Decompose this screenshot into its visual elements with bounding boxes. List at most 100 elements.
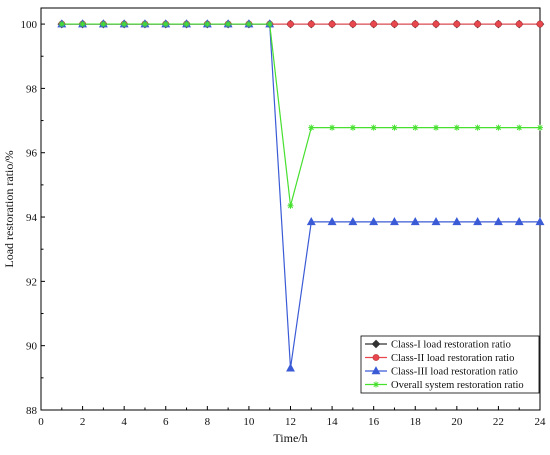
legend: Class-I load restoration ratio Class-II l… <box>360 335 540 394</box>
y-axis-title: Load restoration ratio/% <box>2 150 16 267</box>
data-point <box>410 217 420 226</box>
data-point <box>514 217 524 226</box>
y-axis: 88 90 92 94 96 98 100 <box>21 19 45 417</box>
star-stroke <box>246 21 252 27</box>
x-tick-label: 4 <box>121 416 127 428</box>
x-tick-label: 6 <box>163 416 169 428</box>
data-point <box>391 20 398 28</box>
data-point <box>307 20 315 28</box>
data-point <box>493 217 503 226</box>
data-point <box>474 20 482 28</box>
legend-swatch-marker <box>371 366 381 375</box>
star-stroke <box>80 21 86 27</box>
star-stroke <box>100 21 106 27</box>
y-tick-label: 92 <box>26 276 37 288</box>
x-tick-label: 8 <box>205 416 211 428</box>
y-tick-label: 94 <box>26 212 38 224</box>
data-point <box>327 217 337 226</box>
series-line <box>61 23 540 206</box>
data-point <box>390 217 399 226</box>
data-point <box>537 124 543 131</box>
data-point <box>473 217 483 226</box>
star-stroke <box>391 125 398 131</box>
data-point <box>204 21 211 28</box>
legend-label: Class-II load restoration ratio <box>391 353 514 364</box>
y-tick-label: 98 <box>26 83 38 95</box>
star-stroke <box>308 125 314 131</box>
legend-box <box>360 335 540 394</box>
legend-item: Overall system restoration ratio <box>365 380 524 391</box>
legend-swatch-marker <box>371 339 381 349</box>
series-line <box>61 23 540 369</box>
x-tick-label: 12 <box>285 416 296 428</box>
data-point <box>79 21 86 28</box>
data-point <box>58 21 65 28</box>
x-tick-label: 24 <box>535 416 547 428</box>
data-point <box>349 20 357 28</box>
data-point <box>141 21 148 28</box>
data-point <box>535 217 545 226</box>
star-stroke <box>225 21 231 27</box>
x-tick-label: 20 <box>451 416 463 428</box>
data-point <box>474 124 481 131</box>
data-point <box>391 124 398 131</box>
legend-swatch-marker <box>372 354 380 361</box>
data-point <box>453 124 460 131</box>
data-point <box>100 21 107 28</box>
data-point <box>162 21 169 28</box>
data-point <box>287 202 294 209</box>
star-stroke <box>59 21 65 27</box>
data-point <box>431 217 441 226</box>
data-point <box>328 20 336 28</box>
data-point <box>452 217 462 226</box>
y-tick-label: 90 <box>26 341 38 353</box>
star-stroke <box>433 125 439 131</box>
y-tick-label: 100 <box>21 19 38 31</box>
x-tick-label: 0 <box>38 416 44 428</box>
star-stroke <box>267 21 273 27</box>
data-point <box>369 217 379 226</box>
data-point <box>183 21 190 28</box>
data-point <box>306 217 316 226</box>
data-point <box>453 20 461 28</box>
data-point <box>225 21 232 28</box>
star-stroke <box>454 125 460 131</box>
star-stroke <box>475 125 481 131</box>
x-tick-label: 16 <box>368 416 380 428</box>
x-tick-label: 10 <box>243 416 255 428</box>
y-tick-label: 88 <box>26 405 38 417</box>
x-tick-label: 18 <box>410 416 422 428</box>
data-point <box>266 21 273 28</box>
star-stroke <box>495 125 501 131</box>
data-point <box>245 21 252 28</box>
data-point <box>411 20 419 28</box>
legend-label: Overall system restoration ratio <box>391 380 524 391</box>
star-stroke <box>373 381 379 388</box>
data-point <box>516 124 523 131</box>
star-stroke <box>412 125 418 131</box>
data-point <box>348 217 358 226</box>
data-point <box>495 124 502 131</box>
data-point <box>370 20 378 28</box>
legend-label: Class-III load restoration ratio <box>391 367 518 378</box>
legend-item: Class-I load restoration ratio <box>365 340 511 351</box>
x-tick-label: 22 <box>493 416 504 428</box>
legend-label: Class-I load restoration ratio <box>391 340 511 351</box>
star-stroke <box>371 125 377 131</box>
data-point <box>370 124 377 131</box>
star-stroke <box>204 21 210 27</box>
data-point <box>515 20 523 28</box>
data-point <box>287 20 294 28</box>
data-point <box>495 20 502 28</box>
data-point <box>349 124 356 131</box>
y-tick-label: 96 <box>26 148 38 160</box>
data-point <box>121 21 128 28</box>
x-tick-label: 14 <box>327 416 339 428</box>
star-stroke <box>516 125 522 131</box>
data-point <box>286 363 295 372</box>
data-point <box>329 124 336 131</box>
star-stroke <box>163 21 169 27</box>
series-3 <box>57 19 545 372</box>
legend-item: Class-III load restoration ratio <box>365 366 518 378</box>
